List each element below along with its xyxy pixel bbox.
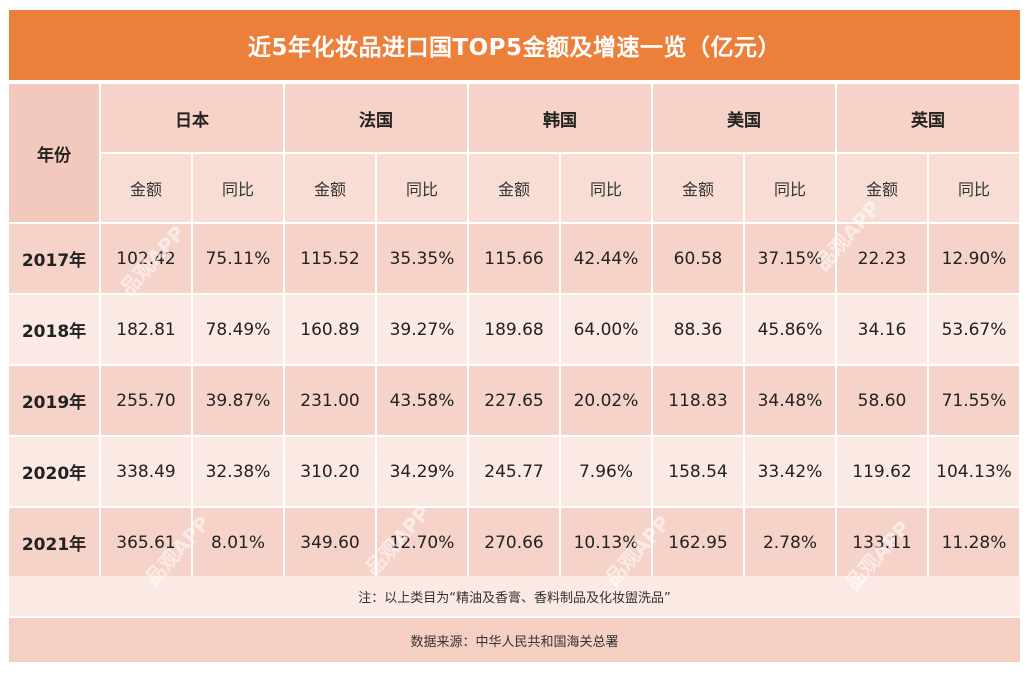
table-cell: 75.11% xyxy=(192,222,285,294)
country-header: 美国 xyxy=(652,84,837,154)
table-cell: 115.52 xyxy=(284,222,377,294)
table-cell: 118.83 xyxy=(652,364,745,436)
year-cell: 2020年 xyxy=(9,435,101,507)
table-cell: 8.01% xyxy=(192,506,285,577)
table-cell: 12.90% xyxy=(928,222,1021,294)
table-cell: 255.70 xyxy=(100,364,193,436)
table-cell: 42.44% xyxy=(560,222,653,294)
table-cell: 88.36 xyxy=(652,293,745,365)
table-cell: 11.28% xyxy=(928,506,1021,577)
year-cell: 2021年 xyxy=(9,506,101,577)
table-cell: 270.66 xyxy=(468,506,561,577)
table-cell: 338.49 xyxy=(100,435,193,507)
country-header: 日本 xyxy=(100,84,285,154)
growth-subheader: 同比 xyxy=(560,153,653,223)
table-cell: 34.16 xyxy=(836,293,929,365)
country-header: 英国 xyxy=(836,84,1021,154)
year-cell: 2019年 xyxy=(9,364,101,436)
amount-subheader: 金额 xyxy=(836,153,929,223)
table-cell: 33.42% xyxy=(744,435,837,507)
table-cell: 119.62 xyxy=(836,435,929,507)
table-cell: 43.58% xyxy=(376,364,469,436)
table-cell: 162.95 xyxy=(652,506,745,577)
table-cell: 104.13% xyxy=(928,435,1021,507)
country-header: 法国 xyxy=(284,84,469,154)
table-cell: 34.48% xyxy=(744,364,837,436)
amount-subheader: 金额 xyxy=(652,153,745,223)
table-cell: 35.35% xyxy=(376,222,469,294)
table-cell: 182.81 xyxy=(100,293,193,365)
table-cell: 245.77 xyxy=(468,435,561,507)
table-cell: 7.96% xyxy=(560,435,653,507)
table-cell: 34.29% xyxy=(376,435,469,507)
table-cell: 158.54 xyxy=(652,435,745,507)
table-row: 2017年 102.42 75.11% 115.52 35.35% 115.66… xyxy=(9,222,1021,294)
table-cell: 231.00 xyxy=(284,364,377,436)
table-note: 注：以上类目为“精油及香膏、香料制品及化妆盥洗品” xyxy=(9,576,1020,616)
table-cell: 115.66 xyxy=(468,222,561,294)
table-cell: 310.20 xyxy=(284,435,377,507)
table-cell: 78.49% xyxy=(192,293,285,365)
table-row: 2021年 365.61 8.01% 349.60 12.70% 270.66 … xyxy=(9,506,1021,577)
growth-subheader: 同比 xyxy=(744,153,837,223)
table-cell: 39.27% xyxy=(376,293,469,365)
table-title: 近5年化妆品进口国TOP5金额及增速一览（亿元） xyxy=(9,10,1020,80)
table-cell: 39.87% xyxy=(192,364,285,436)
table-cell: 45.86% xyxy=(744,293,837,365)
table-cell: 227.65 xyxy=(468,364,561,436)
data-source: 数据来源：中华人民共和国海关总署 xyxy=(9,618,1020,662)
table-cell: 37.15% xyxy=(744,222,837,294)
table-cell: 160.89 xyxy=(284,293,377,365)
table-cell: 32.38% xyxy=(192,435,285,507)
growth-subheader: 同比 xyxy=(928,153,1021,223)
table-cell: 365.61 xyxy=(100,506,193,577)
year-header: 年份 xyxy=(9,84,101,223)
data-table: 年份 日本 法国 韩国 美国 英国 金额 同比 金额 同比 金额 同比 金额 同… xyxy=(9,84,1021,577)
table-cell: 71.55% xyxy=(928,364,1021,436)
table-cell: 64.00% xyxy=(560,293,653,365)
growth-subheader: 同比 xyxy=(376,153,469,223)
table-cell: 60.58 xyxy=(652,222,745,294)
table-cell: 189.68 xyxy=(468,293,561,365)
amount-subheader: 金额 xyxy=(468,153,561,223)
table-cell: 2.78% xyxy=(744,506,837,577)
table-cell: 22.23 xyxy=(836,222,929,294)
table-cell: 10.13% xyxy=(560,506,653,577)
table-cell: 58.60 xyxy=(836,364,929,436)
table-cell: 53.67% xyxy=(928,293,1021,365)
growth-subheader: 同比 xyxy=(192,153,285,223)
table-cell: 349.60 xyxy=(284,506,377,577)
table-row: 2019年 255.70 39.87% 231.00 43.58% 227.65… xyxy=(9,364,1021,436)
year-cell: 2017年 xyxy=(9,222,101,294)
table-cell: 12.70% xyxy=(376,506,469,577)
country-header: 韩国 xyxy=(468,84,653,154)
amount-subheader: 金额 xyxy=(100,153,193,223)
amount-subheader: 金额 xyxy=(284,153,377,223)
table-cell: 102.42 xyxy=(100,222,193,294)
table-card: 近5年化妆品进口国TOP5金额及增速一览（亿元） 年份 日本 法国 韩国 美国 … xyxy=(9,10,1021,662)
table-cell: 133.11 xyxy=(836,506,929,577)
table-row: 2020年 338.49 32.38% 310.20 34.29% 245.77… xyxy=(9,435,1021,507)
table-cell: 20.02% xyxy=(560,364,653,436)
year-cell: 2018年 xyxy=(9,293,101,365)
table-row: 2018年 182.81 78.49% 160.89 39.27% 189.68… xyxy=(9,293,1021,365)
